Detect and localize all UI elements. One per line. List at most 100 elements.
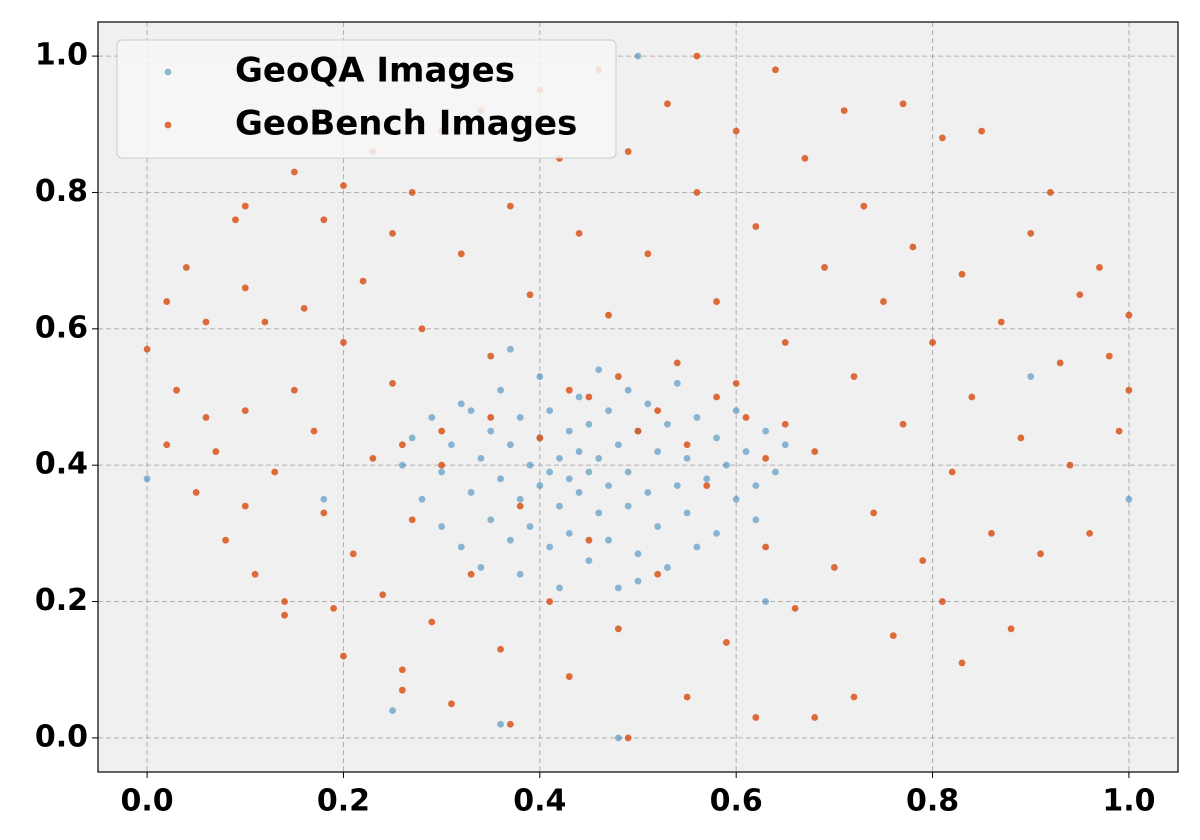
point: [595, 366, 603, 374]
point: [860, 202, 868, 210]
point: [310, 427, 318, 435]
point: [556, 502, 563, 510]
point: [418, 495, 426, 503]
y-tick-label: 0.2: [35, 583, 88, 618]
point: [516, 414, 524, 421]
point: [241, 407, 249, 415]
point: [889, 632, 897, 640]
point: [585, 393, 593, 401]
point: [565, 427, 573, 435]
point: [389, 379, 396, 387]
point: [732, 379, 740, 387]
point: [202, 318, 210, 326]
point: [369, 454, 377, 462]
point: [241, 502, 249, 510]
point: [713, 393, 720, 401]
point: [418, 325, 426, 333]
point: [497, 475, 504, 483]
point: [556, 454, 563, 462]
point: [683, 454, 691, 462]
point: [143, 475, 151, 483]
point: [212, 448, 220, 455]
point: [673, 359, 681, 367]
point: [673, 482, 681, 490]
point: [654, 523, 662, 530]
point: [811, 714, 819, 721]
point: [202, 414, 210, 421]
legend: GeoQA Images GeoBench Images: [116, 39, 617, 159]
x-tick-label: 1.0: [1102, 784, 1155, 819]
point: [320, 216, 328, 224]
point: [271, 468, 279, 476]
point: [536, 373, 544, 380]
point: [1017, 434, 1025, 442]
point: [634, 427, 642, 435]
point: [340, 339, 347, 346]
point: [379, 591, 387, 599]
point: [595, 454, 603, 462]
point: [644, 250, 652, 258]
point: [958, 659, 966, 667]
point: [821, 264, 828, 271]
y-tick-label: 0.0: [35, 719, 88, 754]
point: [143, 345, 151, 353]
point: [173, 386, 180, 394]
point: [1096, 264, 1103, 271]
point: [516, 570, 524, 578]
point: [752, 516, 760, 524]
point: [477, 454, 485, 462]
y-tick-label: 0.8: [35, 174, 88, 209]
point: [722, 639, 730, 646]
point: [408, 516, 416, 524]
point: [546, 598, 554, 605]
point: [389, 229, 396, 237]
point: [359, 277, 367, 285]
point: [506, 720, 514, 728]
point: [752, 482, 760, 490]
point: [1086, 529, 1094, 537]
point: [1027, 229, 1035, 237]
plot-frame: [97, 21, 1179, 773]
point: [762, 454, 770, 462]
point: [1056, 359, 1064, 367]
point: [487, 352, 495, 360]
point: [163, 298, 171, 305]
point: [163, 441, 171, 449]
point: [624, 148, 632, 155]
point: [664, 100, 671, 108]
point: [585, 536, 593, 544]
point: [546, 407, 554, 415]
point: [320, 495, 328, 503]
point: [467, 570, 475, 578]
point: [1076, 291, 1084, 299]
point: [457, 400, 465, 408]
point: [575, 448, 583, 455]
point: [438, 523, 446, 530]
point: [850, 373, 858, 380]
point: [624, 502, 632, 510]
point: [408, 189, 416, 196]
point: [575, 229, 583, 237]
point: [546, 543, 554, 551]
point: [585, 420, 593, 428]
point: [1105, 352, 1113, 360]
point: [222, 536, 230, 544]
point: [349, 550, 357, 558]
point: [457, 250, 465, 258]
point: [487, 414, 495, 421]
point: [654, 407, 662, 415]
point: [703, 475, 711, 483]
y-tick-label: 1.0: [35, 38, 88, 73]
point: [732, 127, 740, 135]
point: [634, 577, 642, 585]
point: [880, 298, 887, 305]
point: [742, 414, 750, 421]
point: [1125, 386, 1133, 394]
point: [614, 584, 622, 592]
point: [624, 734, 632, 742]
point: [742, 448, 750, 455]
point: [850, 693, 858, 701]
point: [290, 168, 298, 176]
point: [516, 502, 524, 510]
legend-label: GeoBench Images: [235, 104, 577, 144]
